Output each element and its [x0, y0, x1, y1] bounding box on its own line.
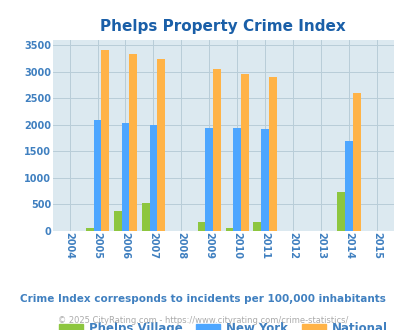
Bar: [141, 203, 149, 231]
Bar: [225, 228, 233, 231]
Bar: [337, 192, 344, 231]
Bar: [233, 128, 241, 231]
Bar: [157, 59, 165, 231]
Bar: [261, 129, 269, 231]
Bar: [113, 211, 121, 231]
Text: Crime Index corresponds to incidents per 100,000 inhabitants: Crime Index corresponds to incidents per…: [20, 294, 385, 304]
Bar: [344, 141, 352, 231]
Bar: [241, 74, 248, 231]
Title: Phelps Property Crime Index: Phelps Property Crime Index: [100, 19, 345, 34]
Bar: [352, 93, 360, 231]
Bar: [121, 122, 129, 231]
Text: © 2025 CityRating.com - https://www.cityrating.com/crime-statistics/: © 2025 CityRating.com - https://www.city…: [58, 316, 347, 325]
Bar: [94, 120, 101, 231]
Bar: [149, 125, 157, 231]
Bar: [197, 222, 205, 231]
Bar: [129, 54, 137, 231]
Legend: Phelps Village, New York, National: Phelps Village, New York, National: [54, 317, 391, 330]
Bar: [101, 50, 109, 231]
Bar: [205, 128, 213, 231]
Bar: [213, 69, 220, 231]
Bar: [253, 222, 261, 231]
Bar: [269, 77, 276, 231]
Bar: [85, 228, 94, 231]
